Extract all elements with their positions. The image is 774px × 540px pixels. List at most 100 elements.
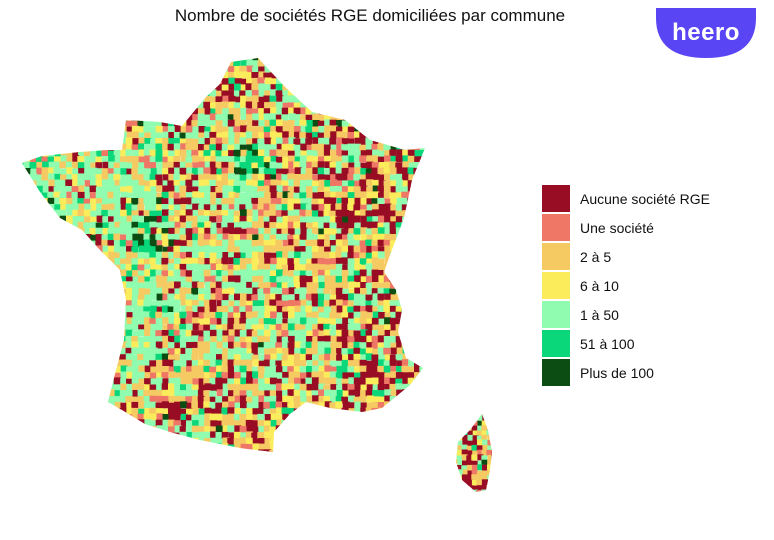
commune-cell	[427, 168, 434, 175]
commune-cell	[252, 180, 259, 188]
commune-cell	[234, 372, 242, 380]
commune-cell	[383, 83, 391, 91]
commune-cell	[360, 96, 368, 104]
commune-cell	[102, 420, 110, 428]
commune-cell	[101, 234, 109, 242]
commune-cell	[335, 270, 343, 278]
commune-cell	[252, 113, 260, 121]
commune-cell	[83, 198, 91, 206]
commune-cell	[168, 438, 176, 446]
commune-cell	[107, 114, 115, 121]
commune-cell	[53, 384, 61, 392]
commune-cell	[270, 270, 277, 278]
commune-cell	[426, 444, 433, 451]
commune-cell	[30, 246, 38, 254]
commune-cell	[270, 113, 278, 121]
legend-label: Aucune société RGE	[580, 190, 710, 207]
commune-cell	[227, 353, 235, 361]
commune-cell	[95, 222, 103, 230]
commune-cell	[204, 126, 212, 134]
commune-cell	[66, 378, 74, 386]
commune-cell	[137, 270, 145, 278]
commune-cell	[173, 251, 181, 259]
commune-cell	[221, 144, 229, 151]
commune-cell	[96, 312, 104, 320]
commune-cell	[276, 336, 284, 344]
commune-cell	[59, 402, 67, 409]
commune-cell	[155, 210, 163, 218]
commune-cell	[377, 185, 385, 193]
commune-cell	[353, 228, 361, 236]
commune-cell	[258, 197, 265, 205]
commune-cell	[294, 114, 302, 122]
commune-cell	[329, 167, 337, 175]
commune-cell	[294, 131, 301, 139]
commune-cell	[156, 180, 164, 188]
commune-cell	[420, 323, 425, 331]
commune-cell	[377, 450, 385, 452]
commune-cell	[168, 204, 176, 212]
commune-cell	[402, 335, 410, 343]
commune-cell	[294, 90, 302, 98]
commune-cell	[258, 96, 266, 104]
commune-cell	[323, 95, 331, 103]
commune-cell	[384, 58, 392, 61]
commune-cell	[275, 444, 283, 452]
commune-cell	[137, 431, 145, 439]
commune-cell	[120, 365, 128, 373]
commune-cell	[29, 443, 37, 451]
commune-cell	[383, 347, 391, 355]
commune-cell	[96, 437, 104, 445]
commune-cell	[287, 282, 295, 290]
commune-cell	[29, 372, 37, 380]
commune-cell	[300, 96, 308, 104]
commune-cell	[233, 234, 241, 242]
commune-cell	[149, 444, 157, 452]
commune-cell	[143, 390, 151, 398]
commune-cell	[360, 294, 368, 302]
commune-cell	[396, 330, 404, 338]
commune-cell	[419, 401, 425, 409]
commune-cell	[24, 216, 31, 224]
commune-cell	[365, 168, 373, 176]
commune-cell	[293, 126, 301, 133]
commune-cell	[95, 58, 103, 61]
commune-cell	[257, 221, 265, 229]
commune-cell	[71, 78, 79, 86]
commune-cell	[377, 251, 385, 259]
commune-cell	[186, 263, 194, 271]
commune-cell	[22, 66, 25, 74]
commune-cell	[240, 443, 248, 451]
commune-cell	[144, 323, 152, 331]
commune-cell	[234, 317, 242, 325]
commune-cell	[143, 306, 151, 314]
commune-cell	[107, 60, 115, 68]
commune-cell	[209, 210, 217, 218]
commune-cell	[113, 348, 121, 356]
commune-cell	[150, 347, 158, 355]
legend-swatch	[542, 185, 570, 212]
commune-cell	[54, 414, 62, 422]
commune-cell	[72, 431, 80, 439]
commune-cell	[471, 485, 478, 492]
commune-cell	[36, 203, 44, 211]
commune-cell	[131, 252, 139, 260]
commune-cell	[366, 342, 374, 350]
commune-cell	[90, 58, 98, 61]
commune-cell	[66, 71, 74, 79]
commune-cell	[348, 149, 355, 157]
commune-cell	[78, 444, 86, 452]
commune-cell	[36, 348, 43, 356]
commune-cell	[203, 167, 211, 175]
commune-cell	[317, 341, 325, 349]
commune-cell	[294, 300, 302, 308]
commune-cell	[482, 414, 489, 421]
commune-cell	[426, 192, 433, 199]
commune-cell	[317, 161, 325, 169]
commune-cell	[420, 383, 425, 391]
commune-cell	[161, 330, 169, 337]
commune-cell	[330, 144, 338, 152]
commune-cell	[65, 299, 73, 307]
commune-cell	[258, 209, 266, 217]
commune-cell	[36, 185, 44, 193]
